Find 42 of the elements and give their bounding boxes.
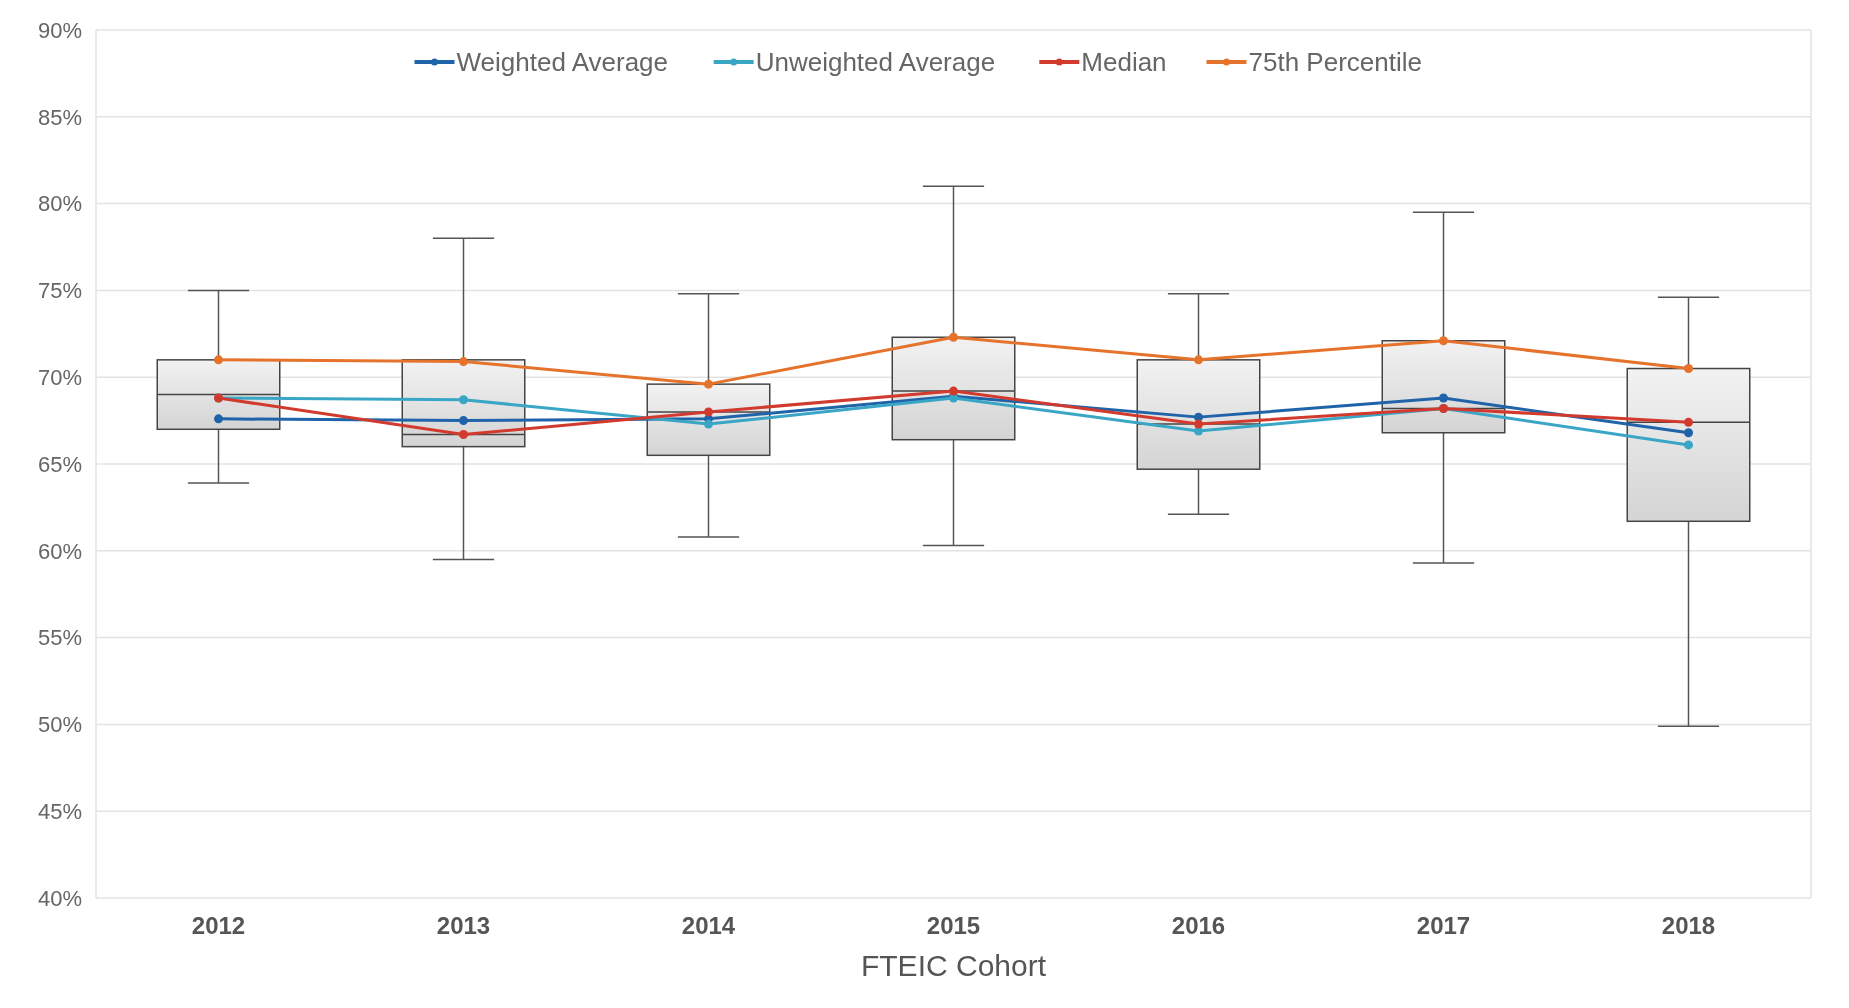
y-tick-label: 40% bbox=[37, 885, 82, 911]
x-tick-label: 2013 bbox=[436, 912, 491, 939]
y-tick-label: 75% bbox=[37, 278, 82, 304]
y-tick-label: 45% bbox=[37, 798, 82, 824]
x-tick-label: 2018 bbox=[1661, 912, 1716, 939]
point bbox=[704, 419, 713, 429]
x-tick-label: 2014 bbox=[681, 912, 736, 939]
point bbox=[214, 355, 223, 365]
y-tick-label: 60% bbox=[37, 538, 82, 564]
y-tick-label: 65% bbox=[37, 451, 82, 477]
point bbox=[1194, 419, 1203, 429]
y-tick-label: 80% bbox=[37, 191, 82, 217]
x-tick-label: 2012 bbox=[191, 912, 246, 939]
point bbox=[1684, 364, 1693, 374]
point bbox=[1194, 355, 1203, 365]
point bbox=[1684, 428, 1693, 438]
point bbox=[704, 379, 713, 389]
y-tick-label: 90% bbox=[37, 17, 82, 43]
x-tick-label: 2016 bbox=[1171, 912, 1226, 939]
point bbox=[214, 414, 223, 424]
point bbox=[1439, 336, 1448, 346]
y-tick-label: 55% bbox=[37, 625, 82, 651]
legend-label: Unweighted Average bbox=[755, 47, 996, 78]
y-tick-label: 70% bbox=[37, 364, 82, 390]
point bbox=[704, 407, 713, 417]
x-tick-label: 2017 bbox=[1416, 912, 1471, 939]
legend-label: Weighted Average bbox=[456, 47, 669, 78]
x-axis-title: FTEIC Cohort bbox=[860, 949, 1047, 982]
point bbox=[459, 395, 468, 405]
point bbox=[949, 332, 958, 342]
point bbox=[459, 416, 468, 426]
x-tick-label: 2015 bbox=[926, 912, 981, 939]
legend-label: Median bbox=[1081, 47, 1167, 78]
point bbox=[459, 429, 468, 439]
y-tick-label: 85% bbox=[37, 104, 82, 130]
point bbox=[1684, 417, 1693, 427]
legend-label: 75th Percentile bbox=[1248, 47, 1422, 78]
y-tick-label: 50% bbox=[37, 712, 82, 738]
point bbox=[1439, 393, 1448, 403]
point bbox=[949, 386, 958, 396]
point bbox=[1684, 440, 1693, 450]
point bbox=[459, 357, 468, 367]
